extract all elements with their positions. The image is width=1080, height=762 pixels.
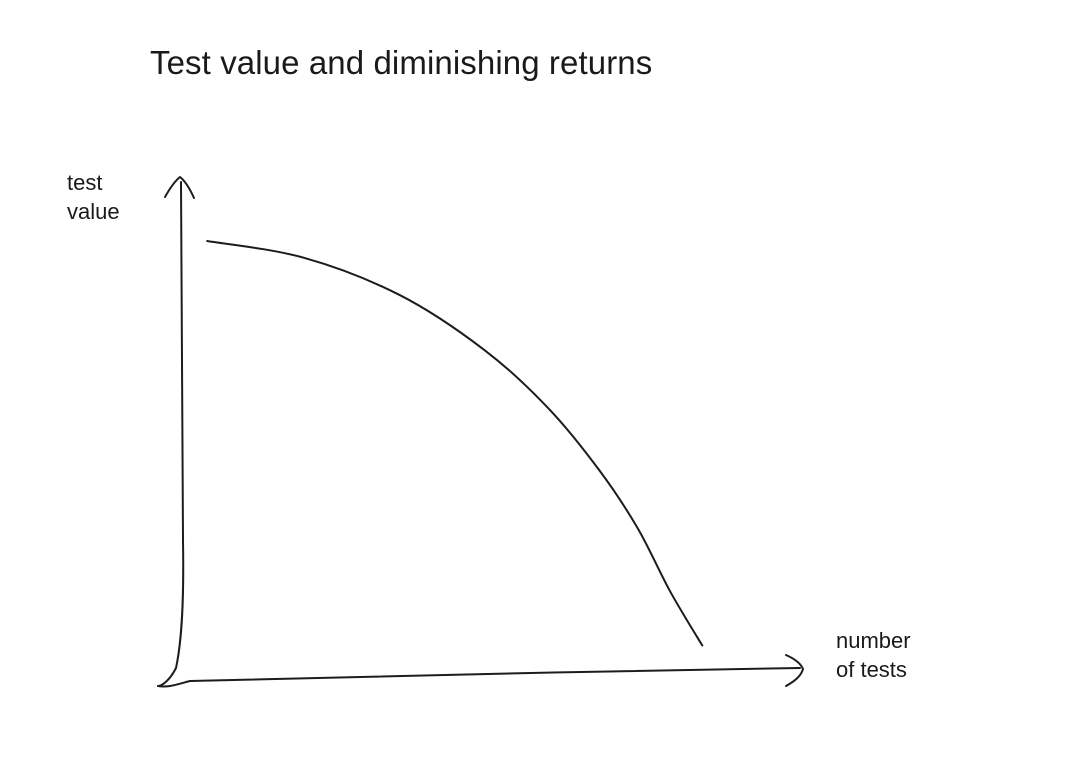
y-axis-line <box>157 181 185 687</box>
x-axis-label-line-2: of tests <box>836 657 907 682</box>
x-axis <box>157 654 804 688</box>
x-axis-line <box>157 667 801 688</box>
y-axis-label-line-1: test <box>67 170 103 195</box>
x-axis-label: number of tests <box>836 626 911 684</box>
y-axis <box>157 176 195 687</box>
x-axis-arrowhead <box>785 654 804 687</box>
chart-title: Test value and diminishing returns <box>150 44 653 81</box>
y-axis-label: test value <box>67 168 120 226</box>
series-group <box>206 240 704 647</box>
series-line-1 <box>206 240 704 647</box>
y-axis-label-line-2: value <box>67 199 120 224</box>
y-axis-arrowhead <box>164 176 195 199</box>
x-axis-label-line-1: number <box>836 628 911 653</box>
